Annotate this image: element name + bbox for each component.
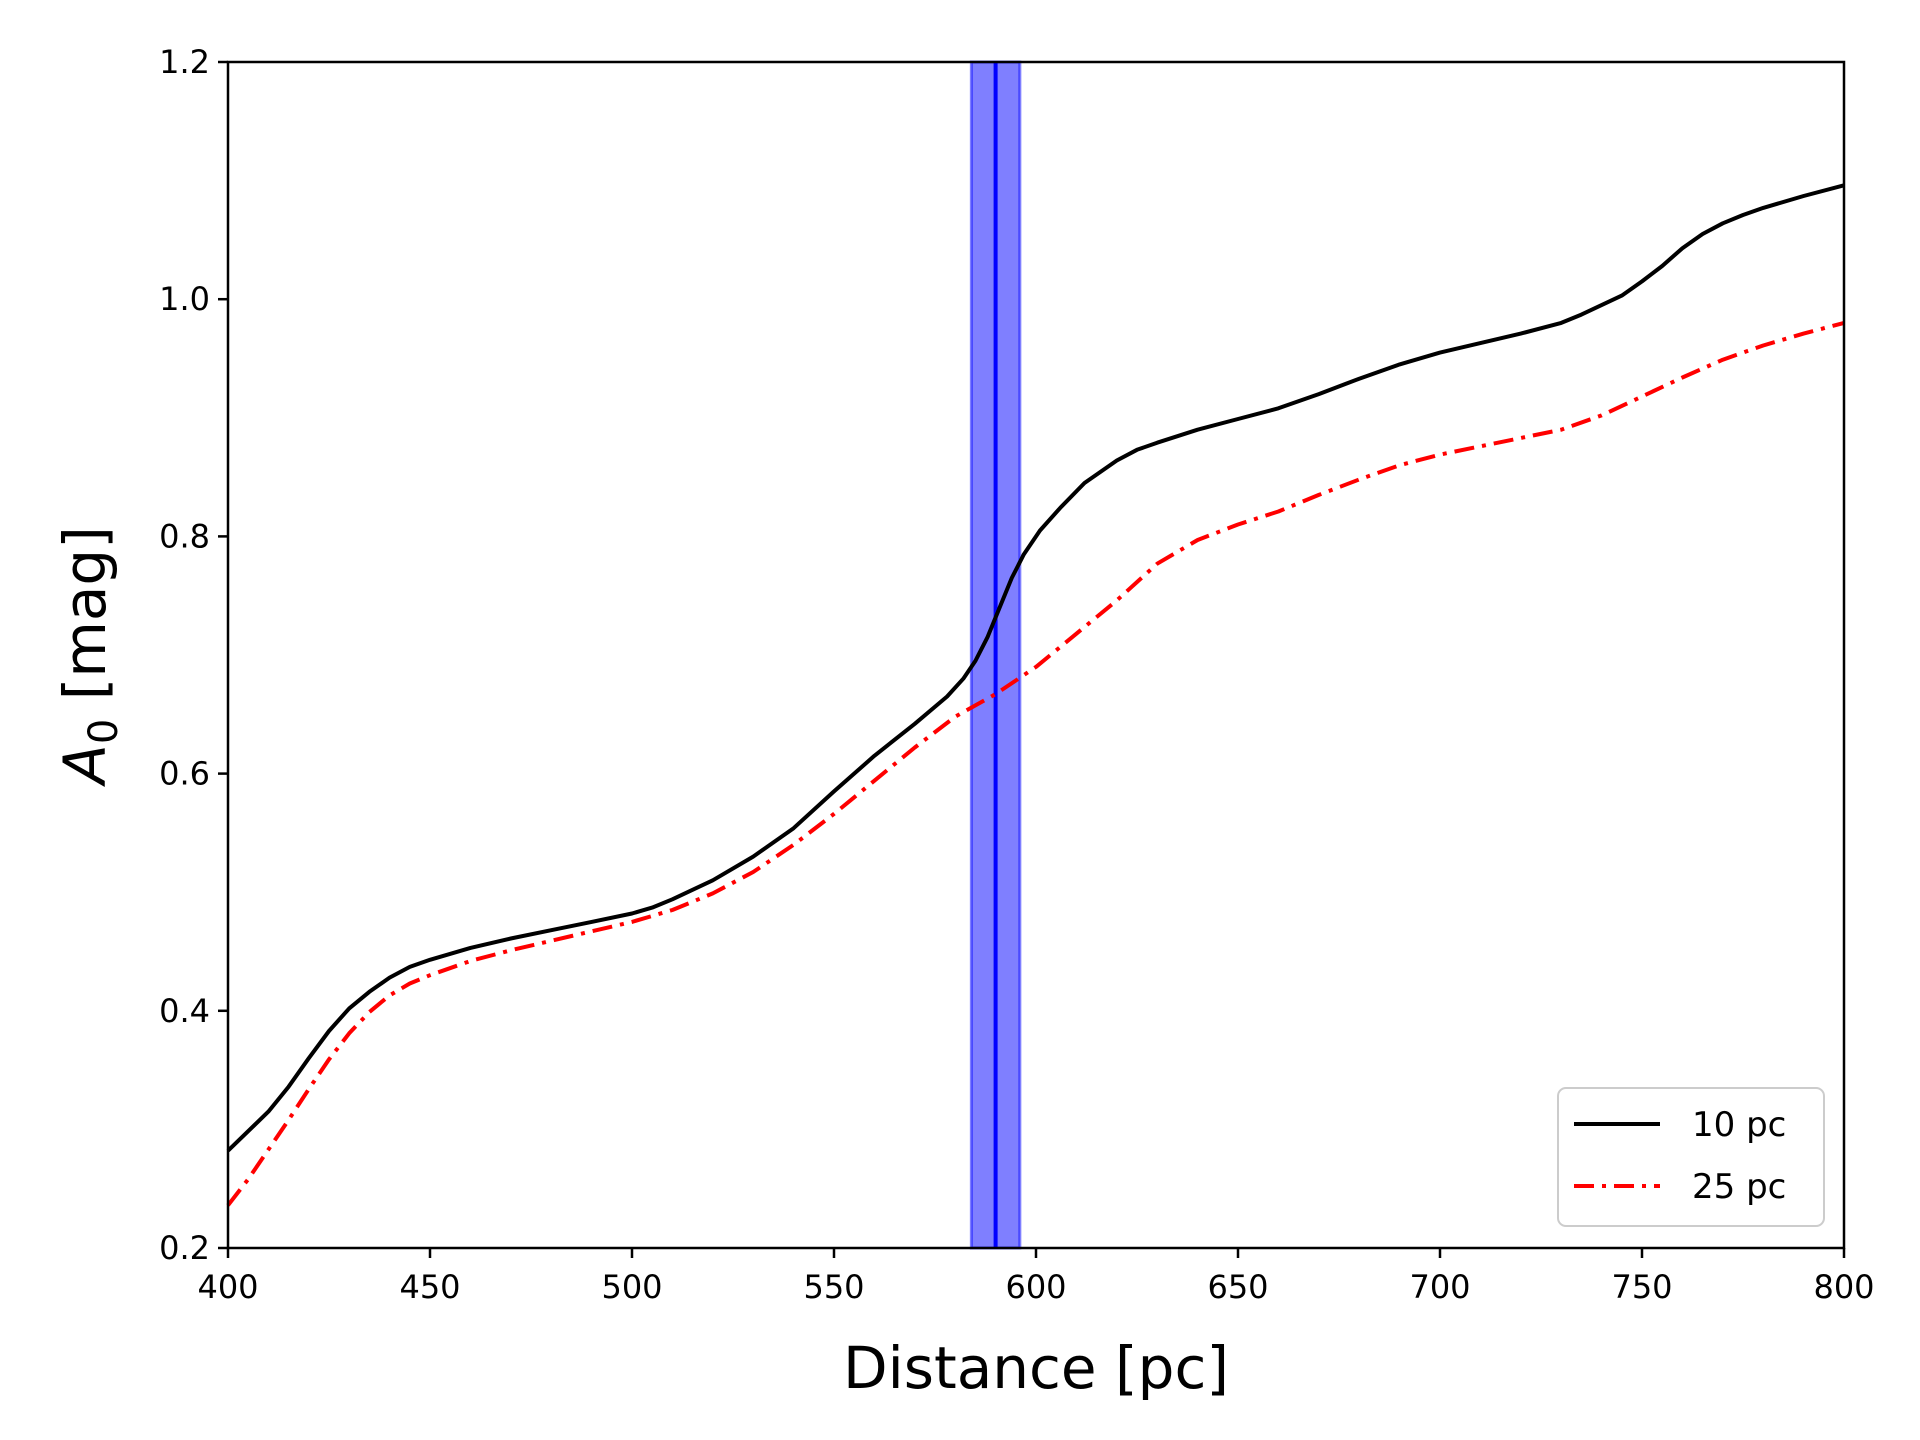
y-tick-label: 1.0 — [159, 280, 210, 318]
x-tick-label: 650 — [1207, 1268, 1268, 1306]
x-tick-label: 600 — [1005, 1268, 1066, 1306]
tick-layer: 400 450 500 550 600 650 700 750 800 0.2 0.4 0.6 0.8 1… — [159, 43, 1874, 1306]
y-tick-label: 0.2 — [159, 1229, 210, 1267]
x-tick-label: 500 — [601, 1268, 662, 1306]
x-tick-label: 750 — [1611, 1268, 1672, 1306]
y-axis-title-symbol: A — [51, 744, 119, 788]
series-line-10pc — [226, 183, 1845, 1153]
y-tick-label: 1.2 — [159, 43, 210, 81]
x-tick-label: 450 — [399, 1268, 460, 1306]
series-line-25pc — [226, 320, 1845, 1207]
x-tick-label: 400 — [197, 1268, 258, 1306]
x-tick-label: 550 — [803, 1268, 864, 1306]
legend: 10 pc 25 pc — [1557, 1087, 1825, 1227]
legend-label-25pc: 25 pc — [1692, 1167, 1786, 1207]
series-layer — [226, 183, 1845, 1207]
x-tick-label: 700 — [1409, 1268, 1470, 1306]
y-axis-title: A0 [mag] — [51, 526, 127, 788]
x-tick-label: 800 — [1813, 1268, 1874, 1306]
y-tick-label: 0.8 — [159, 517, 210, 555]
y-tick-label: 0.4 — [159, 992, 210, 1030]
legend-label-10pc: 10 pc — [1692, 1105, 1786, 1145]
x-axis-title: Distance [pc] — [843, 1334, 1229, 1402]
y-tick-label: 0.6 — [159, 755, 210, 793]
y-axis-title-subscript: 0 — [81, 719, 127, 744]
y-axis-title-unit: [mag] — [51, 526, 119, 719]
